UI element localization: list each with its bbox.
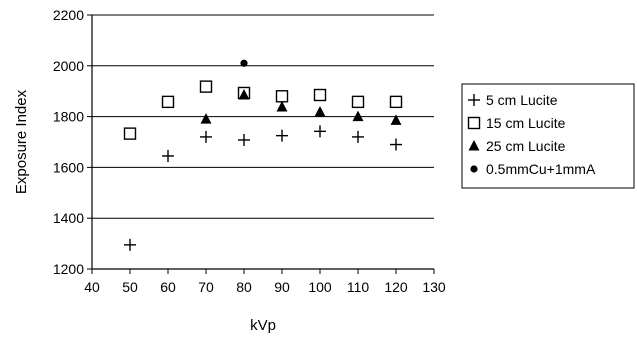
data-point-series-1 [238, 133, 250, 146]
legend-label: 15 cm Lucite [486, 115, 566, 131]
data-point-series-3 [276, 100, 288, 112]
x-axis-label: kVp [250, 317, 276, 334]
y-tick-label: 2000 [53, 58, 84, 74]
x-tick-label: 40 [84, 279, 100, 295]
data-point-series-3 [390, 114, 402, 125]
x-tick-label: 100 [308, 279, 332, 295]
x-tick-labels: 40 50 60 70 80 90 100 110 120 130 [84, 279, 446, 295]
y-tick-label: 1800 [53, 109, 84, 125]
x-tick-label: 80 [236, 279, 252, 295]
x-tick-label: 120 [384, 279, 408, 295]
data-point-series-1 [314, 125, 326, 138]
x-tick-label: 60 [160, 279, 176, 295]
legend-box [461, 83, 635, 189]
x-tick-label: 110 [347, 279, 370, 295]
data-point-series-3 [314, 106, 326, 117]
data-point-series-2 [123, 127, 137, 140]
data-points [123, 59, 403, 251]
y-tick-label: 1400 [53, 210, 84, 226]
legend-label: 0.5mmCu+1mmA [486, 161, 596, 177]
data-point-series-1 [390, 138, 402, 151]
y-tick-labels: 1200 1400 1600 1800 2000 2200 [53, 7, 84, 277]
legend-marker [468, 140, 480, 151]
y-tick-label: 1600 [53, 159, 84, 175]
x-tick-label: 130 [422, 279, 446, 295]
data-point-series-2 [199, 80, 213, 93]
legend-marker [470, 165, 478, 173]
data-point-series-2 [275, 90, 289, 103]
legend-label: 25 cm Lucite [486, 138, 566, 154]
data-point-series-3 [352, 110, 364, 122]
x-tick-label: 50 [122, 279, 138, 295]
y-tick-label: 1200 [53, 261, 84, 277]
data-point-series-1 [162, 149, 174, 162]
data-point-series-1 [276, 129, 288, 142]
data-point-series-1 [352, 130, 364, 143]
data-point-series-1 [124, 238, 136, 251]
data-point-series-3 [200, 113, 212, 124]
data-point-series-2 [313, 88, 327, 102]
y-tick-label: 2200 [53, 7, 84, 23]
data-point-series-1 [200, 130, 212, 143]
x-tick-label: 90 [274, 279, 290, 295]
data-point-series-3 [238, 89, 250, 100]
data-point-series-2 [389, 95, 403, 109]
legend-marker [468, 94, 480, 106]
axes [87, 14, 435, 274]
legend-marker [467, 116, 481, 130]
y-axis-label: Exposure Index [13, 89, 30, 194]
gridlines [92, 14, 434, 219]
legend: 5 cm Lucite 15 cm Lucite 25 cm Lucite 0.5mm… [461, 83, 635, 189]
data-point-series-2 [351, 95, 365, 109]
legend-label: 5 cm Lucite [486, 92, 558, 108]
x-tick-label: 70 [198, 279, 214, 295]
data-point-series-2 [161, 95, 175, 109]
data-point-series-4 [240, 59, 248, 67]
